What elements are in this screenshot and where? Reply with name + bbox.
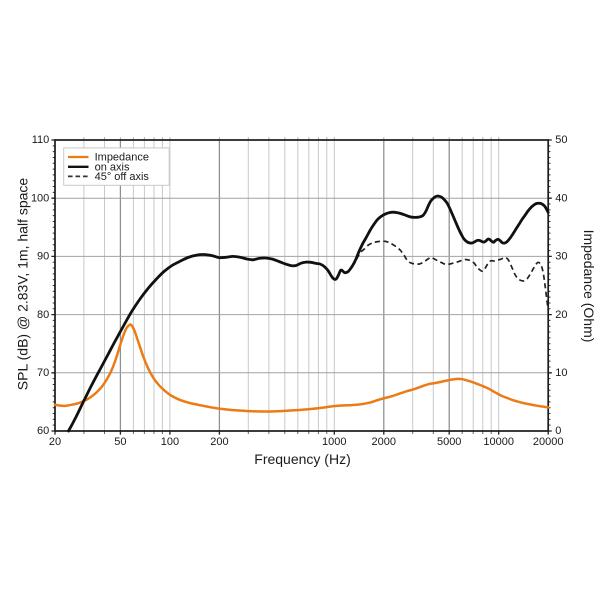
- svg-text:110: 110: [32, 134, 50, 146]
- svg-text:90: 90: [37, 251, 49, 263]
- svg-text:100: 100: [161, 436, 179, 448]
- svg-text:10000: 10000: [483, 436, 514, 448]
- svg-text:Impedance (Ohm): Impedance (Ohm): [581, 230, 597, 343]
- svg-text:Impedance: Impedance: [95, 152, 149, 164]
- svg-text:200: 200: [210, 436, 228, 448]
- svg-text:20: 20: [49, 436, 61, 448]
- svg-text:10: 10: [555, 367, 567, 379]
- svg-text:0: 0: [555, 425, 561, 437]
- svg-text:5000: 5000: [437, 436, 461, 448]
- svg-text:2000: 2000: [372, 436, 396, 448]
- svg-text:50: 50: [555, 134, 567, 146]
- svg-text:50: 50: [114, 436, 126, 448]
- svg-text:70: 70: [37, 367, 49, 379]
- svg-text:45° off axis: 45° off axis: [95, 171, 150, 183]
- svg-text:on axis: on axis: [95, 161, 130, 173]
- svg-text:100: 100: [31, 192, 49, 204]
- svg-text:Frequency (Hz): Frequency (Hz): [254, 451, 350, 467]
- svg-text:80: 80: [37, 309, 49, 321]
- svg-text:30: 30: [555, 251, 567, 263]
- svg-text:SPL (dB) @ 2.83V, 1m, half spa: SPL (dB) @ 2.83V, 1m, half space: [14, 178, 30, 391]
- svg-text:60: 60: [37, 425, 49, 437]
- svg-text:20: 20: [555, 309, 567, 321]
- svg-text:40: 40: [555, 192, 567, 204]
- svg-text:20000: 20000: [533, 436, 564, 448]
- svg-text:1000: 1000: [322, 436, 346, 448]
